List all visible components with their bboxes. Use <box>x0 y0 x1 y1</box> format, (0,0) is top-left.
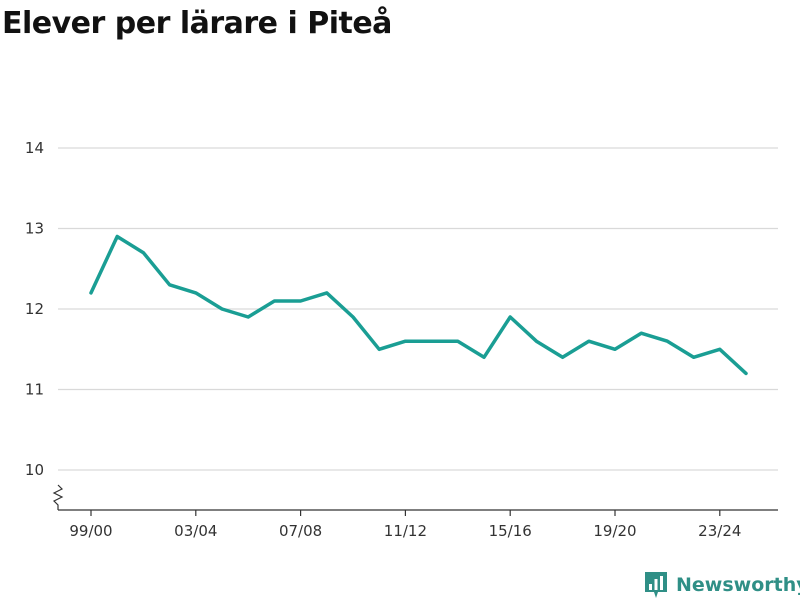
series <box>89 234 748 376</box>
chart-bars-icon <box>645 572 667 598</box>
y-tick-label: 10 <box>25 461 44 479</box>
grid-lines <box>58 147 778 471</box>
x-tick-label: 11/12 <box>384 522 427 540</box>
x-tick-label: 07/08 <box>279 522 322 540</box>
y-tick-label: 12 <box>25 300 44 318</box>
x-tick-label: 23/24 <box>698 522 741 540</box>
y-tick-label: 14 <box>25 139 44 157</box>
x-tick-label: 19/20 <box>593 522 636 540</box>
brand-name: Newsworthy <box>676 574 800 596</box>
axes <box>52 484 778 516</box>
newsworthy-logo: Newsworthy <box>644 570 800 600</box>
chart-title: Elever per lärare i Piteå <box>2 6 392 41</box>
x-tick-label: 15/16 <box>489 522 532 540</box>
x-tick-labels: 99/00 03/04 07/08 11/12 15/16 19/20 23/24 <box>69 522 741 540</box>
y-tick-label: 13 <box>25 220 44 238</box>
x-tick-label: 03/04 <box>174 522 217 540</box>
y-tick-label: 11 <box>25 381 44 399</box>
y-tick-labels: 10 11 12 13 14 <box>25 139 44 479</box>
y-axis-break-mark <box>52 484 64 510</box>
x-tick-label: 99/00 <box>69 522 112 540</box>
series-line <box>89 234 748 376</box>
